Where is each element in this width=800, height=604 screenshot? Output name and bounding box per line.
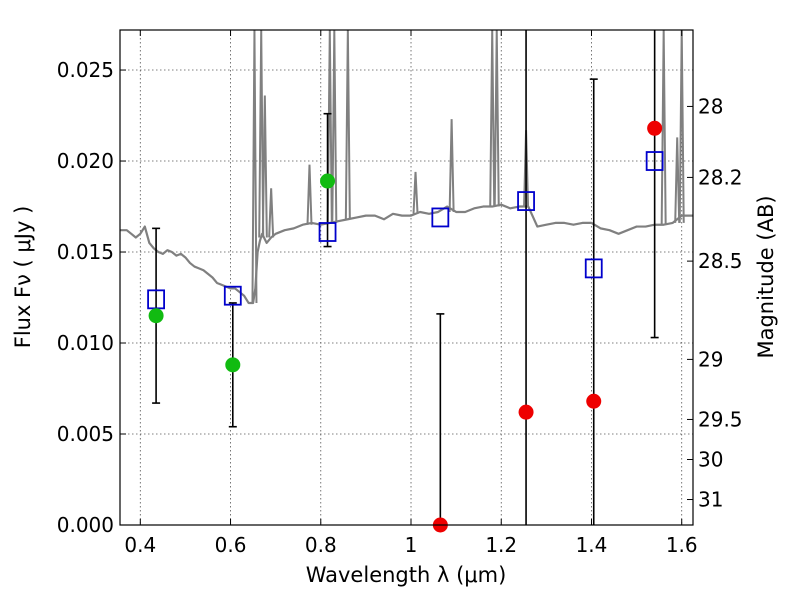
emission-line [674,137,681,223]
right-axis-tick-label: 29.5 [698,407,743,431]
x-axis-ticks: 0.4 0.6 0.8 1 1.2 1.4 1.6 [124,30,698,557]
model-photometry-square [584,258,603,279]
model-photometry-square [517,191,535,211]
y-tick-label: 0.025 [57,58,114,82]
x-tick-label: 0.8 [305,533,337,557]
emission-line [678,30,685,223]
y-tick-label: 0.005 [57,422,114,446]
emission-line [344,30,351,220]
right-axis-tick-label: 28.5 [698,249,743,273]
emission-line [489,30,496,207]
emission-line [306,164,313,225]
right-axis-tick-label: 31 [698,488,723,512]
emission-line [412,171,419,214]
non-detection-point [586,393,602,409]
emission-line [258,30,265,238]
non-detection-point [518,404,534,420]
model-photometry-square [318,222,337,242]
emission-line [268,188,275,238]
model-spectrum [120,30,693,305]
error-bars [152,30,659,525]
x-tick-label: 0.4 [124,533,156,557]
model-photometry-square [645,151,664,171]
emission-line [660,30,667,225]
emission-line [261,95,268,238]
y-tick-label: 0.015 [57,240,114,264]
data-markers [147,120,664,533]
y-tick-label: 0.020 [57,149,114,173]
x-tick-label: 1.2 [485,533,517,557]
plot-frame [119,29,694,526]
detection-point [320,173,336,189]
right-axis-tick-label: 28.2 [698,165,743,189]
model-photometry-square [223,285,242,306]
emission-line [448,119,455,213]
emission-line [326,30,333,223]
detection-point [148,308,164,324]
emission-line [493,30,500,207]
x-tick-label: 1 [405,533,418,557]
y-axis-title: Flux Fν ( μJy ) [11,206,35,349]
model-photometry-square [431,207,450,228]
x-tick-label: 1.6 [666,533,698,557]
non-detection-point [647,120,663,136]
x-tick-label: 0.6 [215,533,247,557]
right-axis-title: Magnitude (AB) [754,195,778,358]
right-axis-tick-label: 28 [698,94,723,118]
spectrum-continuum [120,203,693,305]
detection-point [225,357,241,373]
right-axis-tick-label: 30 [698,447,723,471]
emission-line [251,30,258,303]
grid-lines [120,30,693,526]
x-axis-title: Wavelength λ (μm) [306,563,507,587]
y-tick-label: 0.010 [57,331,114,355]
right-axis-tick-label: 29 [698,347,723,371]
y-axis-ticks: 0.000 0.005 0.010 0.015 0.020 0.025 [57,58,126,537]
right-axis-ticks: 28 28.2 28.5 29 29.5 30 31 [687,94,743,512]
emission-line [331,30,338,223]
y-tick-label: 0.000 [57,513,114,537]
x-tick-label: 1.4 [576,533,608,557]
